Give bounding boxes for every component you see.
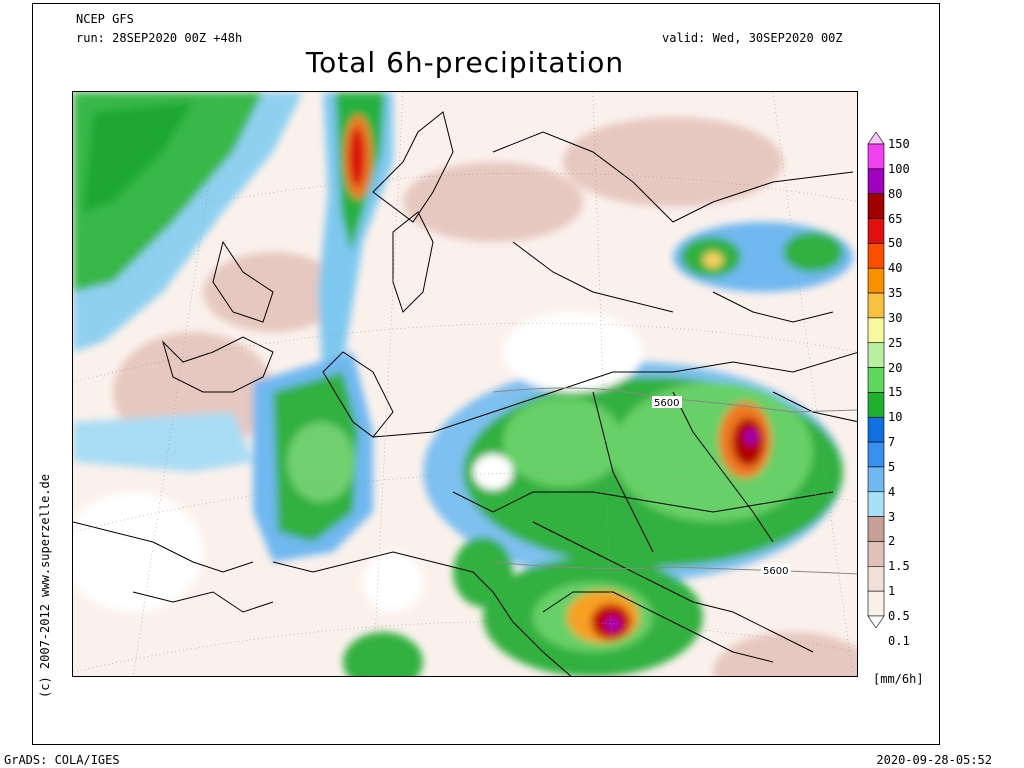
color-bar-segment — [867, 218, 885, 244]
legend-level-label: 7 — [888, 435, 896, 450]
color-bar-segment — [867, 491, 885, 517]
map-canvas: 5600 5600 — [73, 92, 857, 676]
contour-label-box — [652, 396, 682, 408]
legend-level-label: 1 — [888, 584, 896, 599]
color-bar-segment — [867, 516, 885, 542]
legend-level-label: 150 — [888, 137, 910, 151]
color-bar-segment — [867, 541, 885, 567]
color-bar-segment — [867, 132, 885, 145]
color-bar-segment — [867, 615, 885, 628]
color-bar-segment — [867, 292, 885, 319]
legend-level-label: 80 — [888, 186, 903, 201]
color-bar-segment — [867, 267, 885, 294]
color-bar-segment — [867, 243, 885, 269]
coastlines — [73, 111, 857, 676]
legend-level-label: 100 — [888, 161, 910, 176]
legend-level-label: 3 — [888, 509, 896, 524]
model-name: NCEP GFS — [76, 12, 134, 26]
legend-level-label: 25 — [888, 335, 903, 350]
contour-label: 5600 — [763, 566, 788, 577]
color-bar — [867, 132, 885, 628]
color-bar-segment — [867, 143, 885, 170]
color-bar-segment — [867, 416, 885, 443]
legend-level-label: 30 — [888, 310, 903, 325]
legend-level-label: 4 — [888, 484, 896, 499]
legend-level-label: 0.1 — [888, 633, 910, 648]
legend-level-label: 10 — [888, 410, 903, 425]
legend-level-label: 0.5 — [888, 609, 910, 623]
color-bar-segment — [867, 566, 885, 592]
credit-text: (c) 2007-2012 www.superzelle.de — [38, 474, 52, 698]
color-bar-segment — [867, 193, 885, 219]
legend-level-label: 35 — [888, 286, 903, 301]
legend-level-label: 40 — [888, 261, 903, 276]
legend-level-label: 1.5 — [888, 559, 910, 574]
legend-level-label: 65 — [888, 211, 903, 226]
plot-frame — [32, 3, 940, 745]
legend-level-label: 5 — [888, 459, 896, 474]
legend-level-label: 50 — [888, 236, 903, 251]
color-bar-segment — [867, 168, 885, 194]
software-credit: GrADS: COLA/IGES — [4, 753, 120, 767]
legend-level-label: 15 — [888, 385, 903, 400]
color-bar-segment — [867, 392, 885, 418]
precipitation-map: 5600 5600 — [72, 91, 858, 677]
color-bar-segment — [867, 466, 885, 493]
color-bar-segment — [867, 317, 885, 344]
legend-level-label: 20 — [888, 360, 903, 375]
run-info: run: 28SEP2020 00Z +48h — [76, 31, 243, 45]
generation-timestamp: 2020-09-28-05:52 — [876, 753, 992, 767]
color-bar-segment — [867, 590, 885, 617]
legend-level-label: 2 — [888, 534, 896, 549]
contour-label: 5600 — [654, 398, 679, 409]
color-bar-segment — [867, 441, 885, 468]
color-bar-segment — [867, 342, 885, 368]
precip-field — [73, 92, 857, 676]
contour-label-box — [761, 564, 791, 576]
map-title: Total 6h-precipitation — [305, 46, 625, 79]
valid-time: valid: Wed, 30SEP2020 00Z — [662, 31, 843, 45]
legend-unit: [mm/6h] — [873, 672, 924, 686]
graticule — [73, 92, 857, 676]
color-bar-segment — [867, 367, 885, 393]
